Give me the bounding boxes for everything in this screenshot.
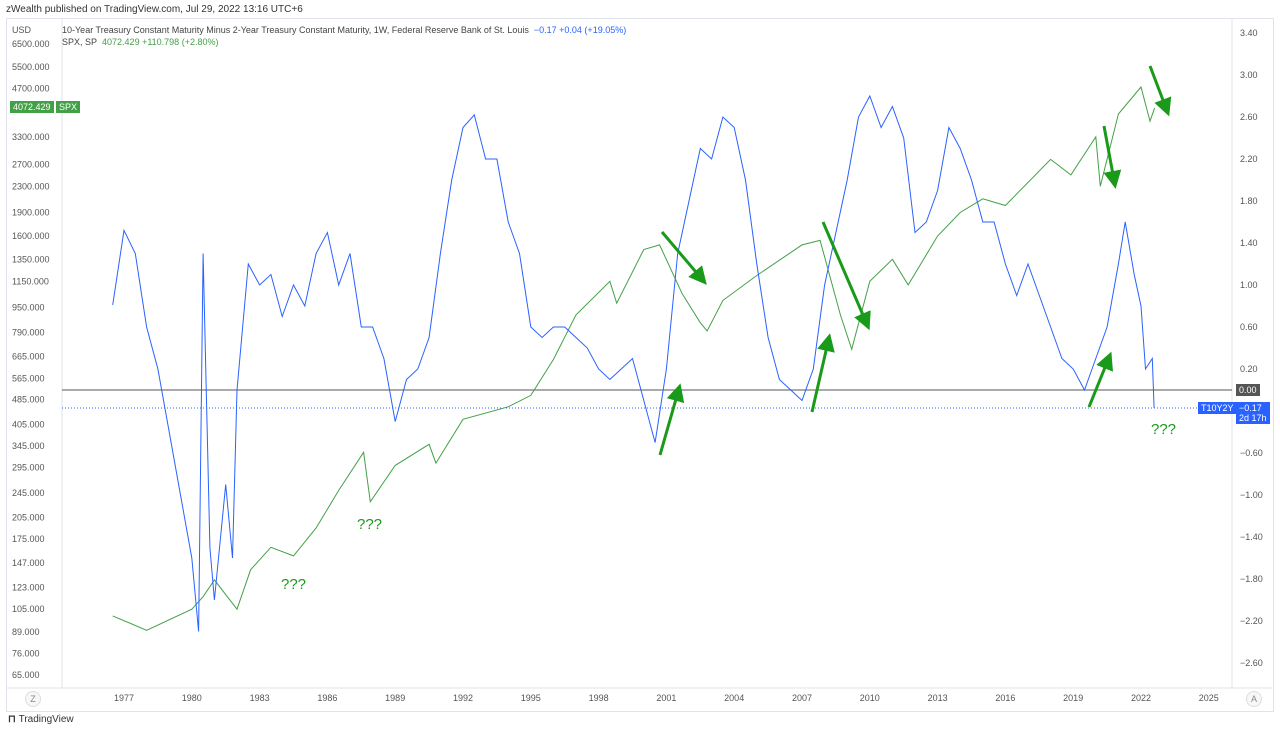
time-axis-tick: 2022 — [1131, 693, 1151, 703]
legend-spx[interactable]: SPX, SP 4072.429 +110.798 (+2.80%) — [62, 37, 218, 47]
right-axis-tick: 0.20 — [1240, 364, 1258, 374]
time-axis-tick: 1989 — [385, 693, 405, 703]
time-axis-tick: 2004 — [724, 693, 744, 703]
left-axis-tick: 1150.000 — [12, 276, 49, 286]
time-axis-tick: 1998 — [589, 693, 609, 703]
right-axis-tick: 2.60 — [1240, 112, 1258, 122]
annotation-question-2: ??? — [357, 516, 383, 533]
t10-label-badge: T10Y2Y — [1198, 402, 1237, 414]
left-axis-tick: 4700.000 — [12, 83, 50, 93]
t10-time: 2d 17h — [1239, 413, 1267, 423]
annotation-arrow — [1102, 125, 1122, 189]
right-axis-tick: 0.60 — [1240, 322, 1258, 332]
time-axis-tick: 2001 — [656, 693, 676, 703]
annotation-arrow — [810, 333, 835, 413]
tradingview-logo: ⊓ TradingView — [8, 714, 74, 725]
chart-frame[interactable] — [6, 18, 1274, 712]
right-axis-tick: 3.40 — [1240, 28, 1258, 38]
left-axis-tick: 6500.000 — [12, 39, 50, 49]
time-axis-tick: 1986 — [317, 693, 337, 703]
annotation-arrow — [821, 221, 871, 331]
right-axis-tick: −1.40 — [1240, 532, 1263, 542]
time-axis-tick: 1983 — [250, 693, 270, 703]
left-axis-tick: 1350.000 — [12, 254, 50, 264]
left-axis-tick: 665.000 — [12, 351, 45, 361]
right-axis-tick: −2.60 — [1240, 658, 1263, 668]
left-axis-tick: 147.000 — [12, 558, 45, 568]
zero-badge: 0.00 — [1236, 384, 1260, 396]
left-axis-tick: 1900.000 — [12, 208, 50, 218]
legend-t10-values: −0.17 +0.04 (+19.05%) — [533, 25, 627, 35]
annotation-arrow — [1148, 65, 1172, 117]
left-axis-label: USD — [12, 25, 32, 35]
right-axis-tick: −0.60 — [1240, 448, 1263, 458]
left-axis-tick: 3300.000 — [12, 132, 50, 142]
left-axis-tick: 295.000 — [12, 463, 45, 473]
tradingview-logo-text: TradingView — [18, 714, 74, 725]
right-axis-tick: 1.80 — [1240, 196, 1258, 206]
spx-price-badge: 4072.429 — [10, 101, 54, 113]
t10-value: −0.17 — [1239, 403, 1262, 413]
left-axis-tick: 105.000 — [12, 604, 45, 614]
left-axis-tick: 205.000 — [12, 513, 45, 523]
auto-scale-button[interactable]: A — [1246, 691, 1262, 707]
legend-spx-title: SPX, SP — [62, 37, 98, 47]
annotation-arrow — [1087, 351, 1113, 408]
left-axis-tick: 245.000 — [12, 488, 45, 498]
tradingview-logo-icon: ⊓ — [8, 714, 19, 725]
time-axis-tick: 1977 — [114, 693, 134, 703]
left-axis-tick: 2300.000 — [12, 181, 50, 191]
left-axis-tick: 790.000 — [12, 328, 45, 338]
published-note: zWealth published on TradingView.com, Ju… — [6, 4, 303, 15]
left-axis-tick: 76.000 — [12, 648, 40, 658]
left-axis-tick: 175.000 — [12, 534, 45, 544]
left-axis-tick: 89.000 — [12, 627, 40, 637]
right-axis-tick: −1.00 — [1240, 490, 1263, 500]
legend-t10-title: 10-Year Treasury Constant Maturity Minus… — [62, 25, 529, 35]
spx-label-badge: SPX — [56, 101, 81, 113]
time-axis-tick: 1992 — [453, 693, 473, 703]
time-axis-tick: 2025 — [1199, 693, 1219, 703]
series-line-spx — [112, 85, 1156, 631]
left-axis-tick: 405.000 — [12, 419, 45, 429]
time-axis-tick: 2010 — [860, 693, 880, 703]
time-axis-tick: 2019 — [1063, 693, 1083, 703]
left-axis-tick: 565.000 — [12, 374, 45, 384]
right-axis-tick: 1.00 — [1240, 280, 1258, 290]
series-line-t10y2y — [112, 94, 1155, 632]
annotation-arrow — [658, 383, 685, 456]
time-axis-tick: 1995 — [521, 693, 541, 703]
annotation-arrow — [660, 231, 707, 285]
left-axis-tick: 485.000 — [12, 395, 45, 405]
time-axis-tick: 2016 — [995, 693, 1015, 703]
legend-spx-values: 4072.429 +110.798 (+2.80%) — [102, 37, 219, 47]
right-axis-tick: 1.40 — [1240, 238, 1258, 248]
left-axis-tick: 65.000 — [12, 670, 40, 680]
t10-value-badge: −0.17 2d 17h — [1236, 402, 1270, 424]
log-scale-button[interactable]: Z — [25, 691, 41, 707]
left-axis-tick: 2700.000 — [12, 159, 50, 169]
right-axis-tick: 2.20 — [1240, 154, 1258, 164]
time-axis-tick: 1980 — [182, 693, 202, 703]
time-axis-tick: 2007 — [792, 693, 812, 703]
right-axis-tick: −1.80 — [1240, 574, 1263, 584]
right-axis-tick: 3.00 — [1240, 70, 1258, 80]
left-axis-tick: 1600.000 — [12, 231, 50, 241]
right-axis-tick: −2.20 — [1240, 616, 1263, 626]
left-axis-tick: 345.000 — [12, 441, 45, 451]
left-axis-tick: 950.000 — [12, 302, 45, 312]
left-axis-tick: 123.000 — [12, 583, 45, 593]
annotation-question-3: ??? — [1151, 421, 1177, 438]
time-axis-tick: 2013 — [928, 693, 948, 703]
annotation-question-1: ??? — [281, 576, 307, 593]
legend-t10y2y[interactable]: 10-Year Treasury Constant Maturity Minus… — [62, 25, 626, 35]
left-axis-tick: 5500.000 — [12, 62, 50, 72]
